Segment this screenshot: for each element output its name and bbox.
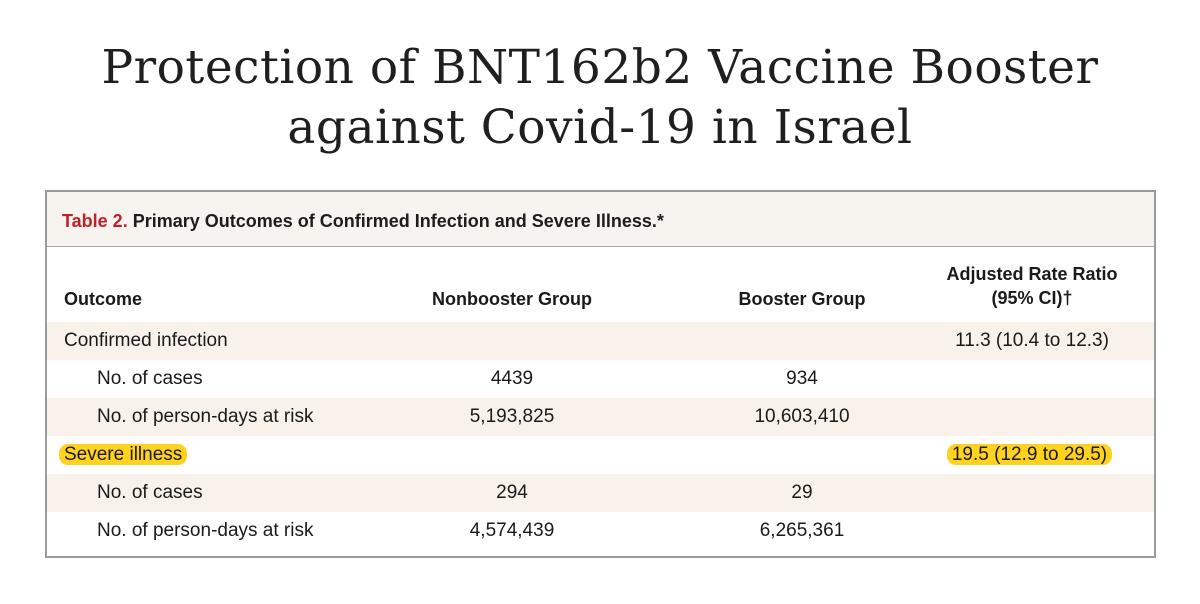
header-outcome: Outcome — [64, 289, 143, 309]
header-nonbooster: Nonbooster Group — [432, 289, 592, 309]
header-booster: Booster Group — [738, 289, 866, 309]
title-line-1: Protection of BNT162b2 Vaccine Booster — [101, 40, 1099, 95]
table-row: Severe illness 19.5 (12.9 to 29.5) — [47, 436, 1154, 474]
row-nonbooster: 4439 — [490, 368, 534, 389]
table-row: No. of person-days at risk 4,574,439 6,2… — [47, 512, 1154, 550]
row-ratio: 19.5 (12.9 to 29.5) — [907, 436, 1157, 474]
page-title: Protection of BNT162b2 Vaccine Booster a… — [0, 38, 1200, 158]
row-outcome: No. of cases — [97, 482, 203, 503]
header-rate-ratio-line2: (95% CI)† — [991, 288, 1073, 308]
header-rate-ratio: Adjusted Rate Ratio (95% CI)† — [907, 262, 1157, 310]
row-nonbooster: 4,574,439 — [469, 520, 555, 541]
row-outcome: No. of cases — [97, 368, 203, 389]
table-caption: Table 2. Primary Outcomes of Confirmed I… — [62, 211, 664, 232]
row-booster: 934 — [786, 368, 818, 389]
table-row: No. of cases 294 29 — [47, 474, 1154, 512]
table-row: Confirmed infection 11.3 (10.4 to 12.3) — [47, 322, 1154, 360]
row-nonbooster: 294 — [496, 482, 528, 503]
header-rate-ratio-line1: Adjusted Rate Ratio — [946, 264, 1118, 284]
table-caption-bar: Table 2. Primary Outcomes of Confirmed I… — [47, 192, 1154, 247]
row-booster: 29 — [791, 482, 813, 503]
table-row: No. of person-days at risk 5,193,825 10,… — [47, 398, 1154, 436]
table-row: No. of cases 4439 934 — [47, 360, 1154, 398]
row-outcome: No. of person-days at risk — [97, 520, 314, 541]
outcomes-table: Table 2. Primary Outcomes of Confirmed I… — [45, 190, 1156, 558]
highlighted-severe-ratio: 19.5 (12.9 to 29.5) — [946, 444, 1113, 465]
row-booster: 6,265,361 — [759, 520, 845, 541]
highlighted-severe-illness: Severe illness — [59, 444, 188, 465]
row-ratio: 11.3 (10.4 to 12.3) — [955, 330, 1109, 351]
title-line-2: against Covid-19 in Israel — [287, 100, 913, 155]
row-outcome: No. of person-days at risk — [97, 406, 314, 427]
row-outcome: Severe illness — [59, 436, 188, 474]
row-outcome: Confirmed infection — [64, 330, 228, 351]
table-caption-label: Table 2. — [62, 211, 128, 231]
row-booster: 10,603,410 — [754, 406, 850, 427]
table-caption-text: Primary Outcomes of Confirmed Infection … — [127, 211, 664, 231]
row-nonbooster: 5,193,825 — [469, 406, 555, 427]
